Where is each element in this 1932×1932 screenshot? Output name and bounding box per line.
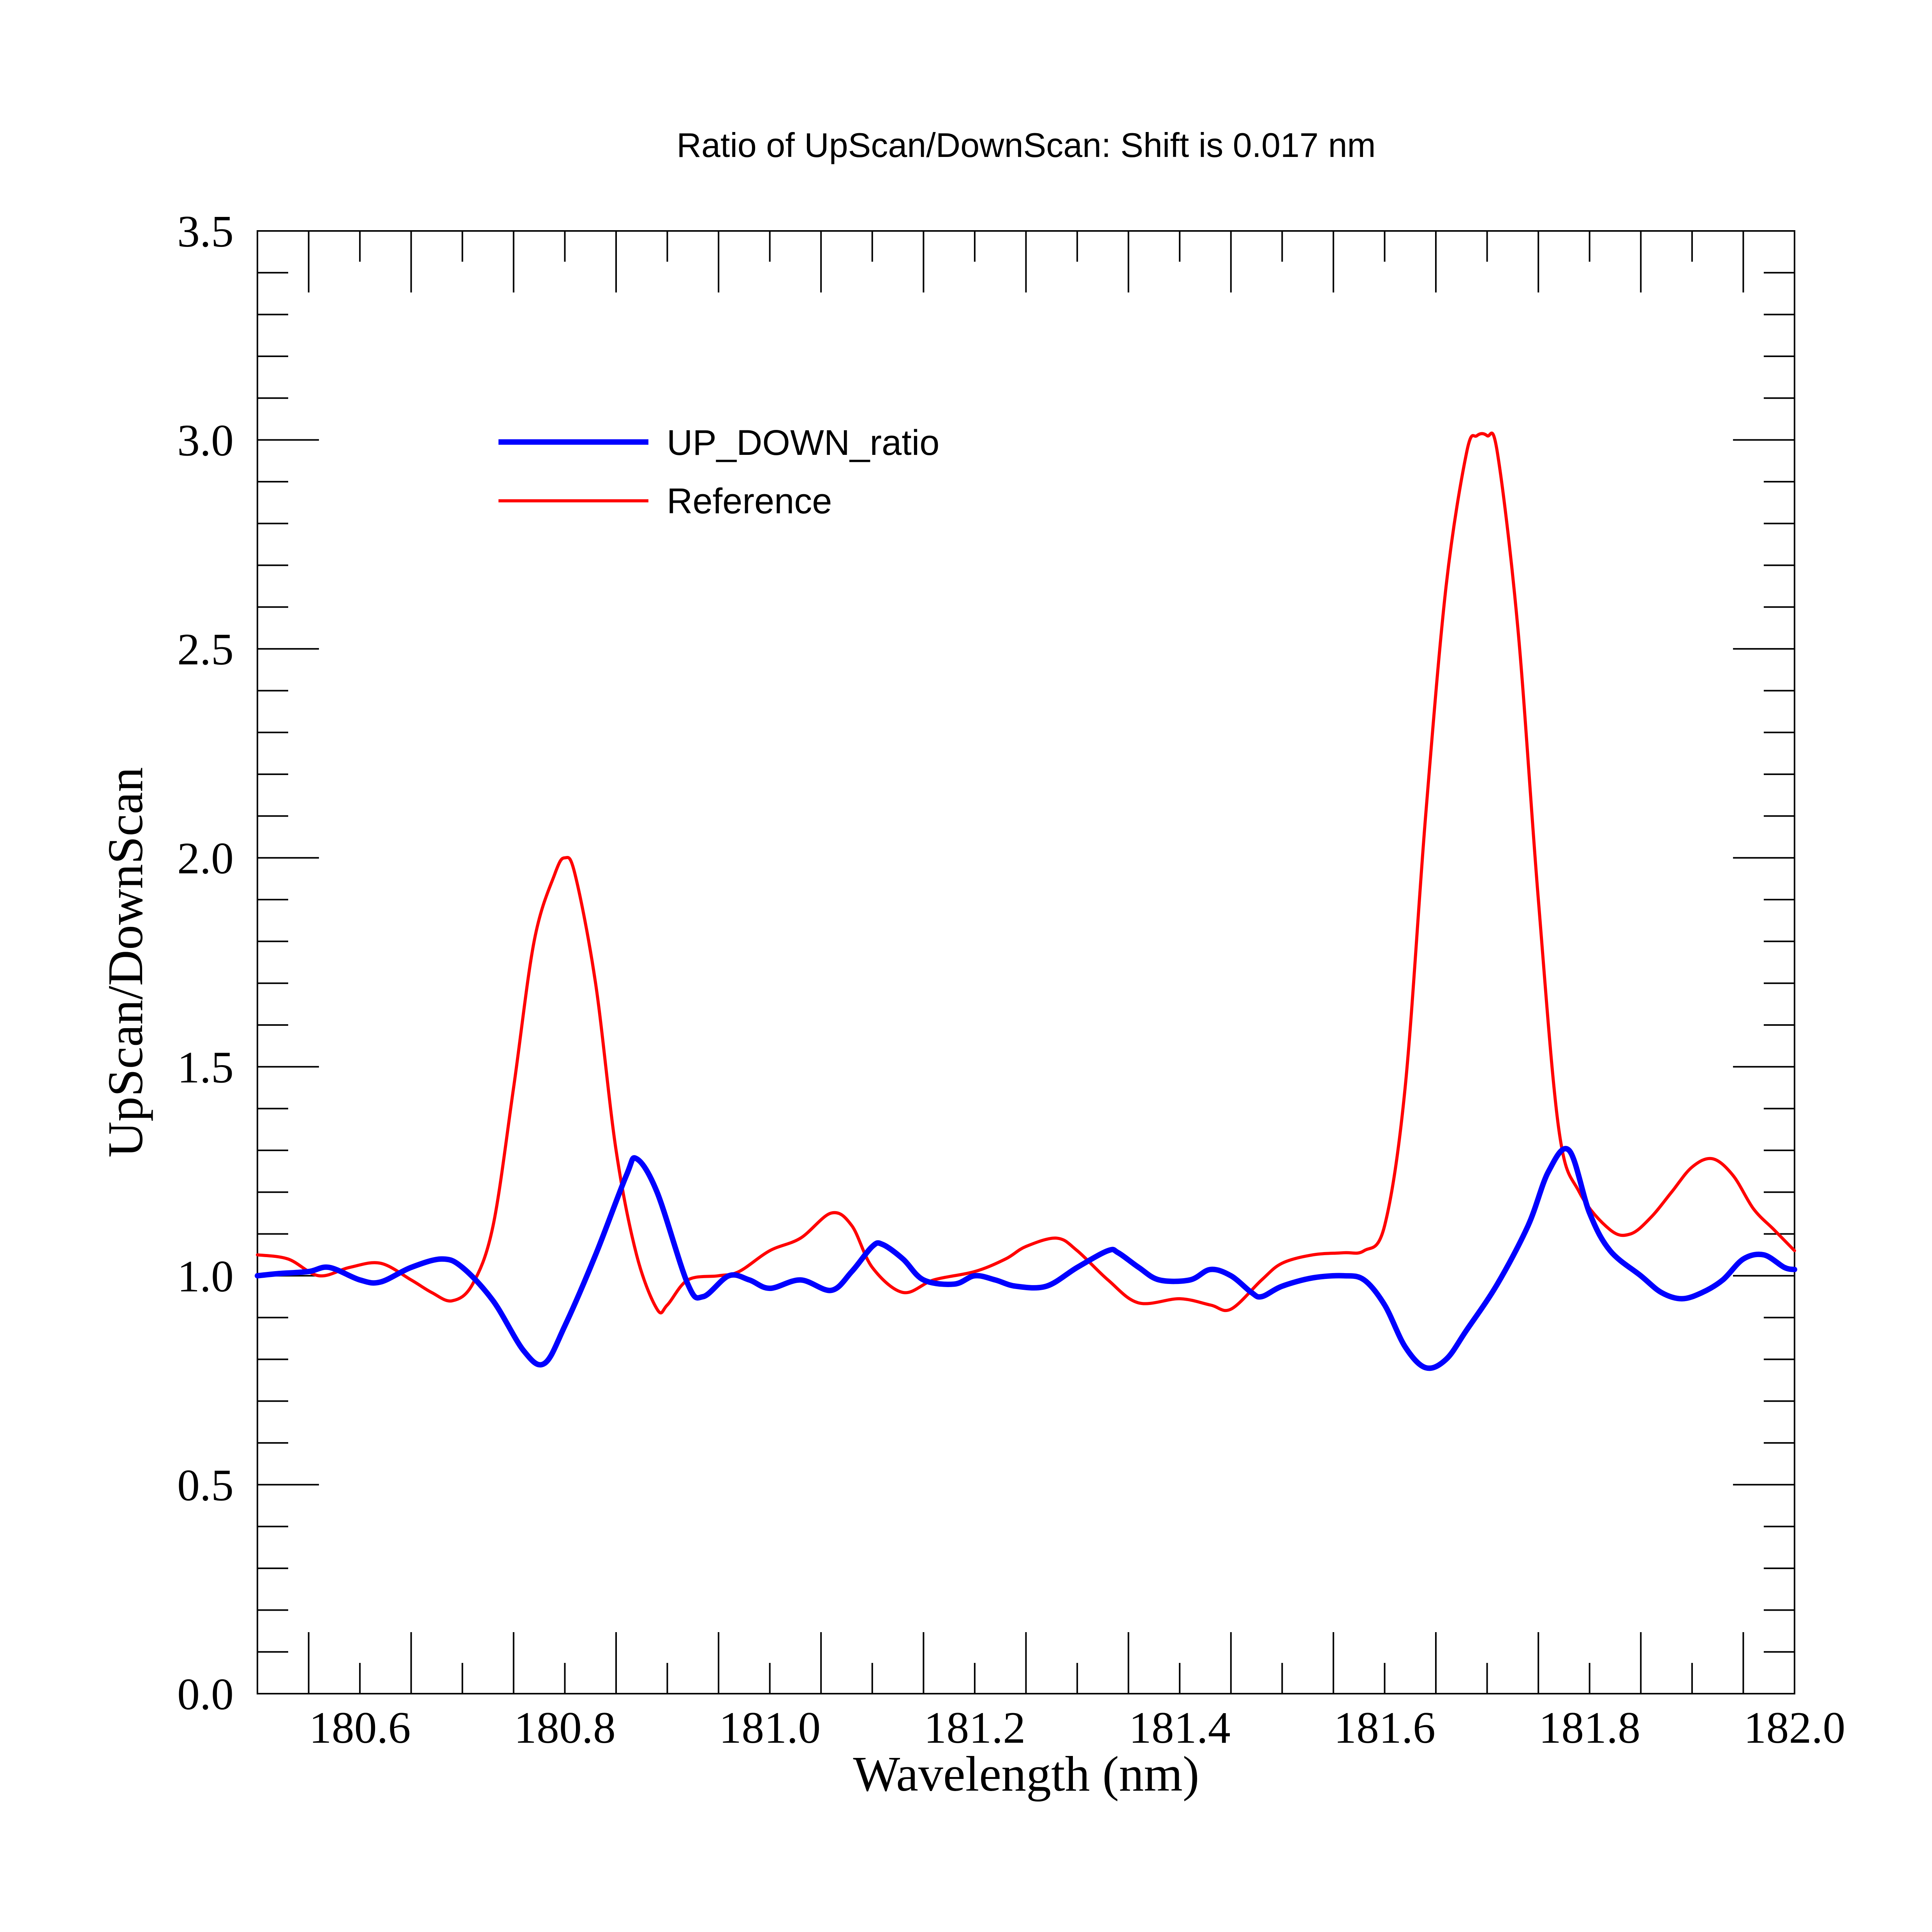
y-tick-label: 0.0 — [177, 1670, 234, 1719]
x-axis-label: Wavelength (nm) — [853, 1746, 1199, 1802]
legend: UP_DOWN_ratio Reference — [498, 423, 939, 521]
series-line-up-down-ratio — [255, 1146, 1797, 1371]
series-line-reference — [256, 431, 1796, 1315]
x-tick-label: 180.8 — [514, 1703, 616, 1753]
x-tick-label: 180.6 — [309, 1703, 411, 1753]
x-axis-tick-labels: 180.6 180.8 181.0 181.2 181.4 181.6 181.8 182.0 — [309, 1703, 1846, 1753]
y-tick-label: 0.5 — [177, 1460, 234, 1510]
x-tick-label: 181.4 — [1129, 1703, 1231, 1753]
x-tick-label: 182.0 — [1744, 1703, 1846, 1753]
x-axis-ticks — [257, 231, 1795, 1694]
x-tick-label: 181.0 — [719, 1703, 821, 1753]
legend-label-up-down-ratio: UP_DOWN_ratio — [667, 423, 939, 463]
x-tick-label: 181.2 — [924, 1703, 1025, 1753]
chart-title: Ratio of UpScan/DownScan: Shift is 0.017… — [676, 126, 1375, 164]
x-tick-label: 181.6 — [1334, 1703, 1435, 1753]
legend-label-reference: Reference — [667, 481, 832, 521]
y-axis-label: UpScan/DownScan — [98, 767, 153, 1158]
y-tick-label: 2.5 — [177, 625, 234, 675]
y-tick-label: 1.5 — [177, 1043, 234, 1092]
series-layer — [255, 431, 1797, 1371]
y-tick-label: 2.0 — [177, 834, 234, 884]
x-tick-label: 181.8 — [1539, 1703, 1640, 1753]
y-tick-label: 1.0 — [177, 1252, 234, 1302]
y-axis-tick-labels: 0.0 0.5 1.0 1.5 2.0 2.5 3.0 3.5 — [177, 207, 234, 1719]
y-tick-label: 3.5 — [177, 207, 234, 257]
y-tick-label: 3.0 — [177, 416, 234, 466]
